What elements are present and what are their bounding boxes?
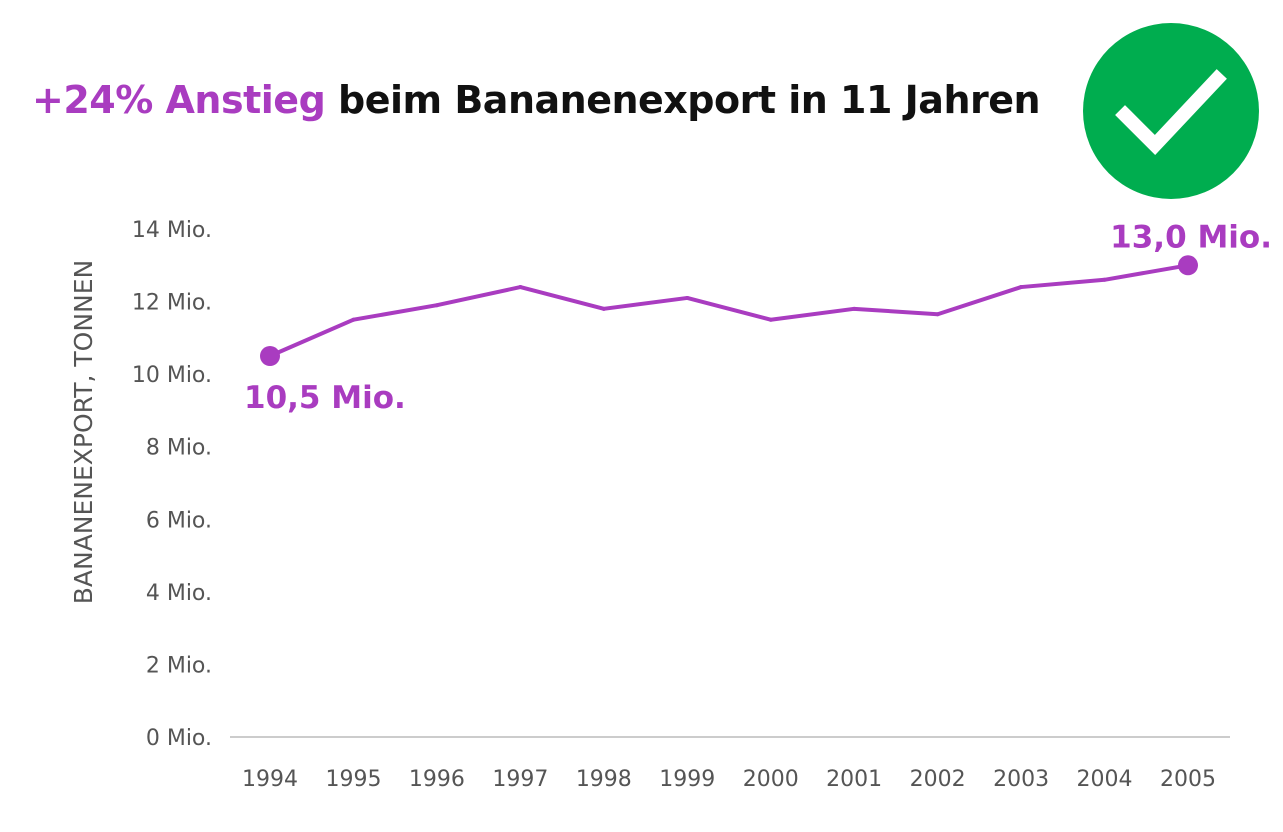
x-tick-label: 2003 — [993, 767, 1049, 792]
x-tick-label: 1995 — [325, 767, 381, 792]
data-point — [1102, 277, 1107, 282]
data-label: 13,0 Mio. — [1110, 219, 1272, 255]
data-line — [269, 263, 1189, 358]
x-tick-label: 2002 — [910, 767, 966, 792]
title-rest: beim Bananenexport in 11 Jahren — [325, 78, 1041, 122]
x-tick-label: 1996 — [409, 767, 465, 792]
data-point — [935, 312, 940, 317]
data-point — [434, 303, 439, 308]
y-tick-label: 14 Mio. — [132, 218, 212, 243]
data-point — [685, 295, 690, 300]
data-point — [351, 317, 356, 322]
data-point — [768, 317, 773, 322]
x-tick-label: 2001 — [826, 767, 882, 792]
data-point — [260, 346, 280, 366]
chart-title: +24% Anstieg beim Bananenexport in 11 Ja… — [32, 78, 1041, 122]
y-tick-label: 0 Mio. — [146, 726, 212, 751]
x-tick-label: 2004 — [1077, 767, 1133, 792]
x-tick-label: 1997 — [492, 767, 548, 792]
data-point — [1178, 255, 1198, 276]
x-tick-label: 1998 — [576, 767, 632, 792]
x-tick-label: 1999 — [659, 767, 715, 792]
y-tick-label: 2 Mio. — [146, 653, 212, 678]
y-tick-label: 12 Mio. — [132, 291, 212, 316]
data-label: 10,5 Mio. — [244, 380, 406, 416]
y-tick-label: 10 Mio. — [132, 363, 212, 388]
x-tick-label: 2000 — [743, 767, 799, 792]
y-tick-label: 8 Mio. — [146, 436, 212, 461]
title-highlight: +24% Anstieg — [32, 78, 326, 122]
check-circle-icon — [1083, 23, 1259, 199]
x-tick-label: 2005 — [1160, 767, 1216, 792]
data-point — [601, 306, 606, 311]
x-tick-label: 1994 — [242, 767, 298, 792]
y-tick-label: 4 Mio. — [146, 581, 212, 606]
data-point — [1019, 285, 1024, 290]
y-tick-label: 6 Mio. — [146, 508, 212, 533]
data-point — [852, 306, 857, 311]
data-point — [518, 285, 523, 290]
y-axis-label: BANANENEXPORT, TONNEN — [69, 260, 98, 605]
